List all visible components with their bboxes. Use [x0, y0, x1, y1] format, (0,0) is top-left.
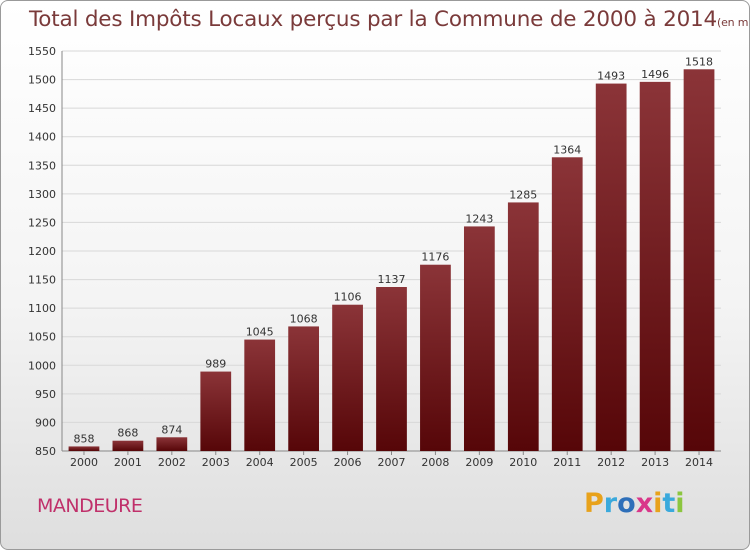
y-tick-label: 1450 — [28, 102, 56, 115]
bar — [332, 304, 363, 451]
proxiti-logo: Proxiti — [584, 488, 685, 519]
x-tick-label: 2014 — [685, 456, 713, 469]
x-tick-label: 2010 — [509, 456, 537, 469]
bar-value-label: 989 — [205, 358, 226, 371]
bar — [244, 339, 276, 451]
bar-value-label: 1137 — [378, 273, 406, 286]
bar — [68, 446, 100, 451]
bar-value-label: 1243 — [465, 212, 493, 225]
x-tick-label: 2013 — [641, 456, 669, 469]
bar — [595, 83, 627, 452]
commune-name: MANDEURE — [37, 495, 143, 517]
y-tick-label: 1200 — [28, 245, 56, 258]
bar-value-label: 858 — [73, 432, 94, 445]
bar — [156, 437, 188, 451]
bar — [376, 287, 407, 451]
bar — [639, 81, 671, 451]
chart-unit-label: (en milliers d'€) — [717, 16, 750, 29]
bar-value-label: 1493 — [597, 70, 625, 83]
y-tick-label: 1400 — [28, 131, 56, 144]
bar-value-label: 1068 — [290, 312, 318, 325]
y-tick-label: 850 — [35, 445, 56, 458]
bar — [200, 371, 232, 451]
y-tick-label: 1150 — [28, 274, 56, 287]
y-tick-label: 1300 — [28, 188, 56, 201]
logo-letter: t — [662, 488, 676, 519]
bar — [683, 69, 715, 452]
bar-value-label: 874 — [161, 423, 182, 436]
y-tick-label: 1550 — [28, 45, 56, 58]
x-tick-label: 2000 — [70, 456, 98, 469]
x-tick-label: 2011 — [553, 456, 581, 469]
logo-letter: P — [584, 488, 604, 519]
x-tick-label: 2006 — [334, 456, 362, 469]
y-tick-label: 1500 — [28, 74, 56, 87]
bar-value-label: 1045 — [246, 326, 274, 339]
x-tick-label: 2002 — [158, 456, 186, 469]
y-tick-label: 1050 — [28, 331, 56, 344]
bar — [463, 226, 495, 451]
chart-title: Total des Impôts Locaux perçus par la Co… — [29, 7, 750, 32]
x-tick-label: 2003 — [202, 456, 230, 469]
y-tick-label: 1100 — [28, 302, 56, 315]
x-tick-label: 2005 — [290, 456, 318, 469]
bar — [551, 157, 583, 452]
bar — [288, 326, 320, 451]
y-tick-label: 1350 — [28, 159, 56, 172]
y-tick-label: 900 — [35, 416, 56, 429]
bar-value-label: 868 — [117, 427, 138, 440]
x-tick-label: 2008 — [421, 456, 449, 469]
bar — [507, 202, 539, 451]
logo-letter: o — [617, 488, 636, 519]
y-tick-label: 950 — [35, 388, 56, 401]
y-tick-label: 1250 — [28, 216, 56, 229]
logo-letter: i — [675, 488, 685, 519]
bar — [112, 440, 144, 451]
x-tick-label: 2012 — [597, 456, 625, 469]
x-tick-label: 2009 — [465, 456, 493, 469]
logo-letter: x — [635, 488, 654, 519]
chart-title-text: Total des Impôts Locaux perçus par la Co… — [29, 7, 717, 32]
logo-letter: r — [603, 488, 618, 519]
bar-value-label: 1176 — [421, 251, 449, 264]
bar-value-label: 1518 — [685, 55, 713, 68]
bar-value-label: 1106 — [334, 291, 362, 304]
x-tick-label: 2001 — [114, 456, 142, 469]
bar-value-label: 1285 — [509, 188, 537, 201]
bar — [420, 264, 451, 451]
bar-value-label: 1364 — [553, 143, 581, 156]
x-tick-label: 2007 — [378, 456, 406, 469]
bar-value-label: 1496 — [641, 68, 669, 81]
logo-letter: i — [653, 488, 663, 519]
x-tick-label: 2004 — [246, 456, 274, 469]
y-tick-label: 1000 — [28, 359, 56, 372]
